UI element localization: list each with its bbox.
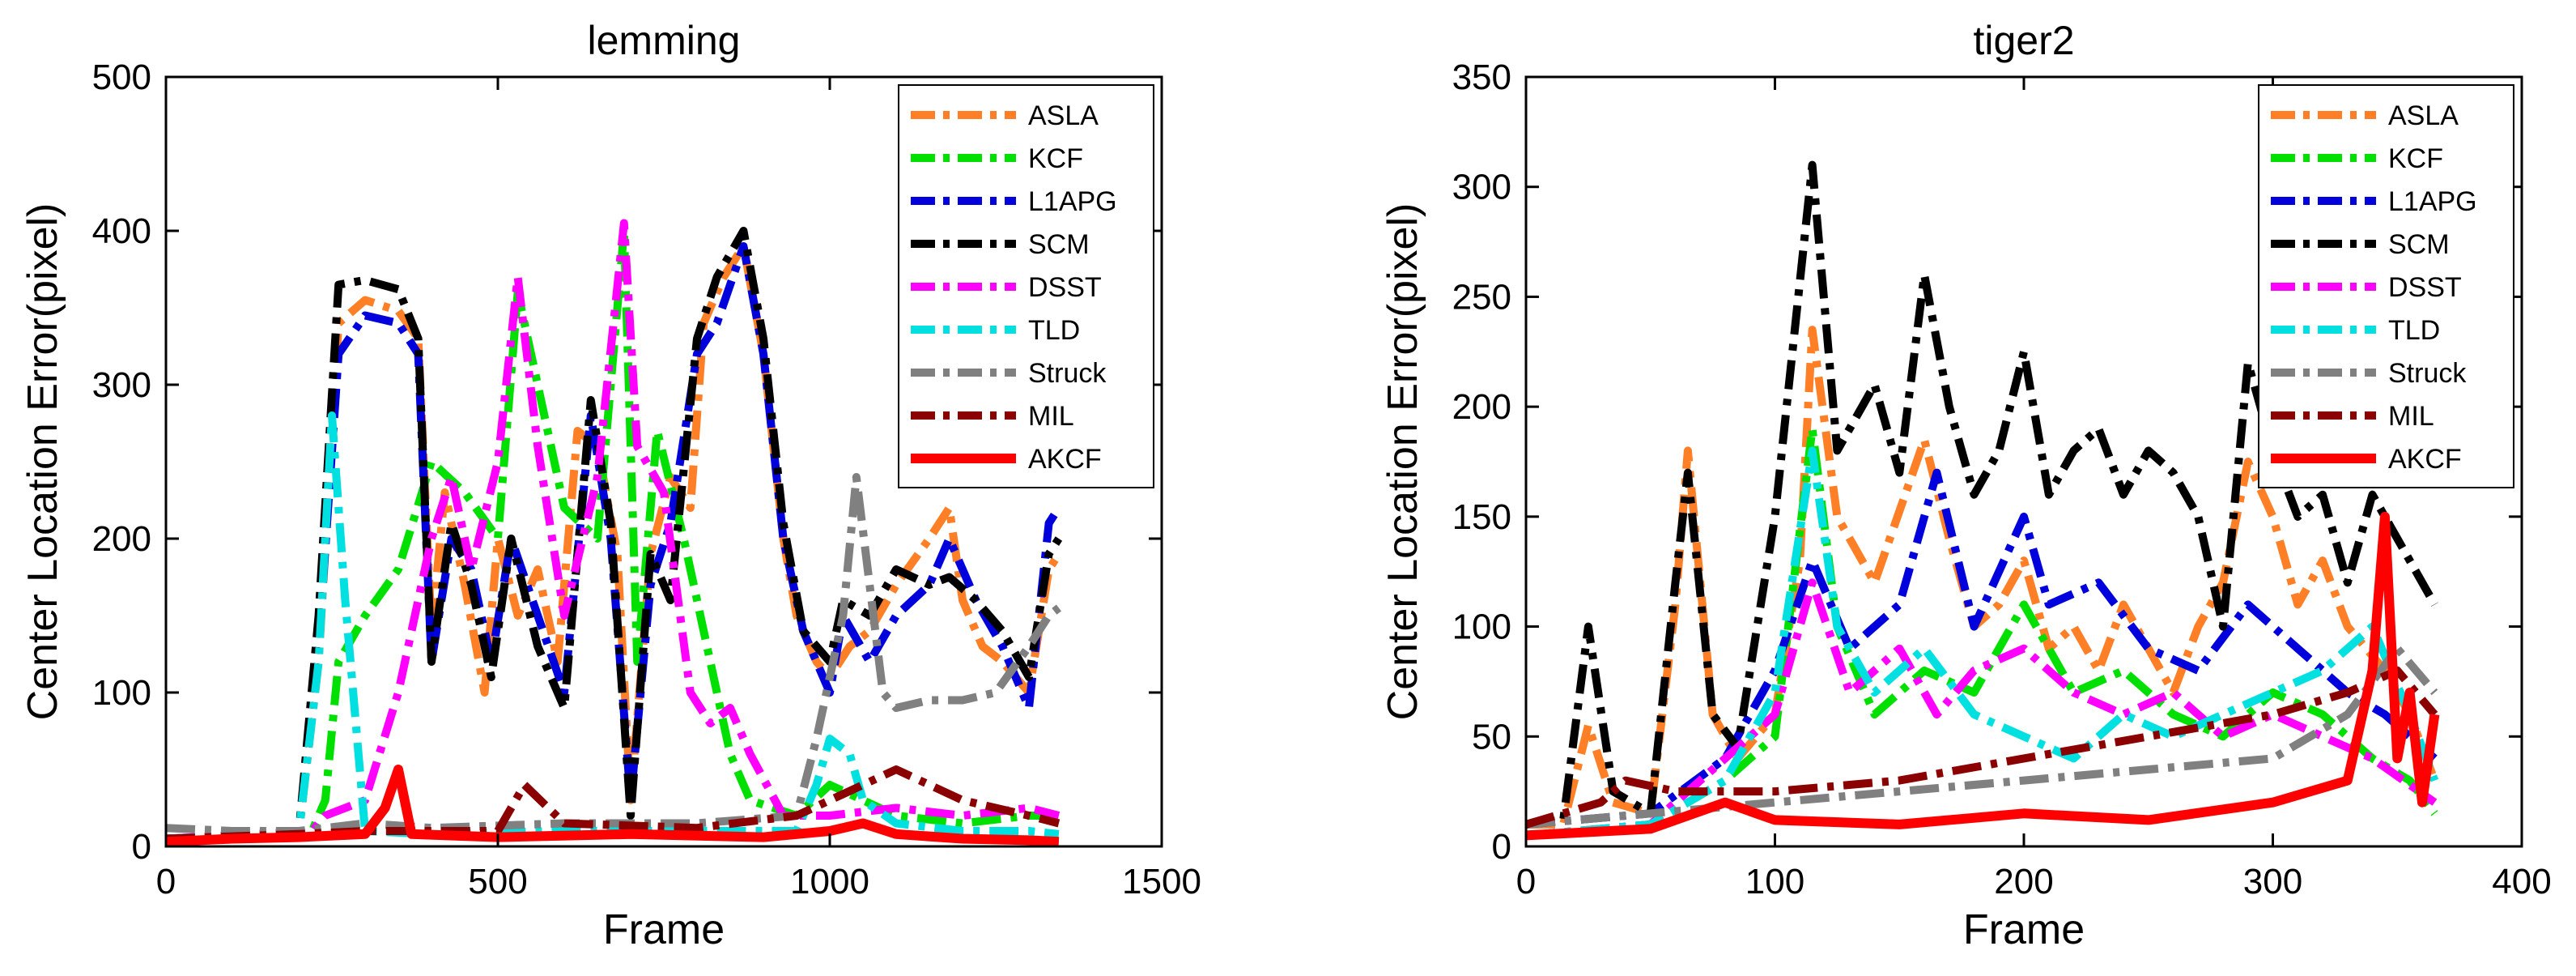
legend-box — [2258, 84, 2514, 488]
legend-label-AKCF: AKCF — [2388, 444, 2462, 475]
legend-label-KCF: KCF — [2388, 143, 2443, 174]
y-tick-label: 100 — [92, 673, 151, 713]
y-tick-label: 250 — [1452, 277, 1511, 317]
x-axis-label: Frame — [1963, 906, 2085, 953]
chart-tiger2: tiger2 0 100 200 300 400 0 50 100 150 200 250 300 350… — [1379, 18, 2552, 953]
x-tick-label: 400 — [2492, 862, 2551, 901]
plot-frame — [164, 75, 1163, 848]
x-tick-label: 0 — [1516, 862, 1536, 901]
x-tick-label: 300 — [2243, 862, 2302, 901]
y-tick-label: 0 — [132, 827, 151, 867]
legend-label-Struck: Struck — [1028, 358, 1107, 389]
series-line-AKCF — [1526, 511, 2440, 841]
x-tick-label: 500 — [468, 862, 527, 901]
x-tick-label: 1000 — [790, 862, 869, 901]
chart-title: tiger2 — [1973, 18, 2074, 63]
y-axis-label: Center Location Error(pixel) — [19, 203, 66, 721]
legend-label-ASLA: ASLA — [1028, 100, 1099, 131]
y-tick-label: 0 — [1492, 827, 1511, 867]
series-line-L1APG — [1526, 468, 2438, 829]
legend-label-TLD: TLD — [2388, 315, 2440, 346]
legend-label-L1APG: L1APG — [2388, 186, 2477, 217]
legend: ASLA KCF L1APG SCM DSST TLD Struck MIL AKCF — [898, 84, 1154, 488]
x-axis-label: Frame — [603, 906, 725, 953]
series-line-MIL — [1526, 666, 2438, 829]
legend-label-DSST: DSST — [1028, 272, 1102, 303]
x-tick-label: 200 — [1994, 862, 2053, 901]
x-tick-label: 1500 — [1122, 862, 1201, 901]
series-line-DSST — [166, 219, 1061, 843]
legend-label-SCM: SCM — [1028, 229, 1090, 260]
y-tick-label: 300 — [92, 365, 151, 405]
y-tick-label: 400 — [92, 211, 151, 251]
series-line-Struck — [166, 473, 1061, 835]
x-tick-label: 100 — [1745, 862, 1804, 901]
y-axis-label: Center Location Error(pixel) — [1379, 203, 1426, 721]
series-line-KCF — [166, 227, 1059, 843]
y-tick-label: 350 — [1452, 58, 1511, 97]
series-line-TLD — [166, 411, 1060, 843]
legend-box — [898, 84, 1154, 488]
series-line-SCM — [166, 227, 1063, 843]
y-tick-label: 50 — [1472, 717, 1511, 757]
legend: ASLA KCF L1APG SCM DSST TLD Struck MIL AKCF — [2258, 84, 2514, 488]
series-line-TLD — [1526, 446, 2439, 840]
legend-label-SCM: SCM — [2388, 229, 2450, 260]
series-line-L1APG — [166, 242, 1063, 843]
series-line-KCF — [1526, 424, 2438, 840]
series-group — [1526, 160, 2440, 841]
chart-lemming: lemming 0 500 1000 1500 0 100 200 300 400 500 Frame… — [19, 18, 1201, 953]
legend-label-ASLA: ASLA — [2388, 100, 2459, 131]
legend-label-AKCF: AKCF — [1028, 444, 1102, 475]
series-line-AKCF — [166, 765, 1060, 846]
legend-label-KCF: KCF — [1028, 143, 1083, 174]
legend-label-MIL: MIL — [1028, 401, 1074, 432]
legend-label-Struck: Struck — [2388, 358, 2467, 389]
x-tick-label: 0 — [156, 862, 176, 901]
y-tick-label: 200 — [1452, 387, 1511, 427]
series-group — [166, 219, 1063, 846]
legend-label-TLD: TLD — [1028, 315, 1080, 346]
y-tick-label: 500 — [92, 58, 151, 97]
legend-label-MIL: MIL — [2388, 401, 2434, 432]
y-tick-label: 100 — [1452, 607, 1511, 647]
y-tick-label: 300 — [1452, 168, 1511, 207]
y-tick-label: 200 — [92, 519, 151, 559]
chart-title: lemming — [588, 18, 741, 63]
legend-label-L1APG: L1APG — [1028, 186, 1117, 217]
legend-label-DSST: DSST — [2388, 272, 2462, 303]
series-line-DSST — [1526, 578, 2438, 840]
y-tick-label: 150 — [1452, 497, 1511, 537]
